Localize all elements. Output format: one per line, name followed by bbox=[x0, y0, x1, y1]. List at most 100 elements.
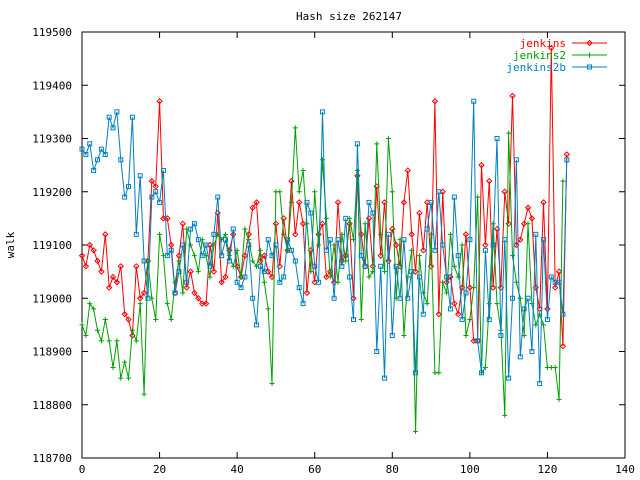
data-point bbox=[435, 311, 443, 318]
data-point bbox=[455, 253, 461, 259]
data-point bbox=[451, 300, 458, 307]
data-point bbox=[424, 226, 430, 232]
x-tick-label: 140 bbox=[615, 463, 635, 476]
data-point bbox=[300, 167, 306, 173]
data-point bbox=[405, 295, 411, 301]
data-point bbox=[486, 177, 493, 185]
x-tick-label: 60 bbox=[308, 463, 321, 476]
data-point bbox=[533, 231, 539, 237]
data-point bbox=[409, 247, 415, 253]
data-point bbox=[382, 269, 388, 275]
data-point bbox=[556, 279, 562, 285]
data-point bbox=[277, 279, 283, 285]
data-point bbox=[339, 231, 345, 237]
y-tick-label: 119500 bbox=[32, 26, 72, 39]
y-tick-label: 119300 bbox=[32, 133, 72, 146]
data-point bbox=[525, 221, 531, 227]
data-point bbox=[292, 125, 298, 131]
data-point bbox=[126, 183, 132, 189]
data-point bbox=[157, 231, 163, 237]
chart-title: Hash size 262147 bbox=[296, 10, 402, 23]
x-tick-label: 120 bbox=[537, 463, 557, 476]
data-point bbox=[365, 215, 373, 222]
data-point bbox=[323, 215, 329, 221]
data-point bbox=[482, 364, 488, 370]
data-point bbox=[455, 311, 462, 318]
data-point bbox=[152, 183, 159, 190]
data-point bbox=[133, 263, 140, 270]
data-point bbox=[242, 274, 248, 280]
data-point bbox=[482, 247, 488, 253]
data-point bbox=[541, 322, 547, 328]
data-point bbox=[195, 295, 202, 302]
data-point bbox=[133, 338, 139, 344]
data-point bbox=[316, 279, 322, 285]
data-point bbox=[230, 231, 237, 238]
data-point bbox=[490, 221, 496, 227]
data-point bbox=[156, 98, 163, 105]
data-point bbox=[300, 301, 306, 307]
data-point bbox=[335, 279, 341, 285]
data-point bbox=[102, 231, 109, 238]
data-point bbox=[366, 274, 372, 280]
data-point bbox=[498, 333, 504, 339]
data-point bbox=[269, 380, 275, 386]
data-point bbox=[83, 151, 89, 157]
data-point bbox=[265, 237, 271, 243]
data-point bbox=[125, 316, 132, 323]
data-point bbox=[354, 141, 360, 147]
data-point bbox=[118, 157, 124, 163]
data-point bbox=[555, 268, 563, 275]
data-point bbox=[358, 231, 365, 238]
data-point bbox=[207, 274, 213, 280]
data-point bbox=[133, 231, 139, 237]
data-point bbox=[86, 241, 93, 249]
data-point bbox=[537, 380, 543, 386]
data-point bbox=[245, 231, 252, 238]
data-point bbox=[319, 220, 326, 227]
data-point bbox=[257, 247, 263, 253]
data-point bbox=[285, 237, 291, 243]
data-point bbox=[524, 204, 532, 211]
data-point bbox=[330, 279, 338, 286]
data-point bbox=[83, 333, 89, 339]
data-point bbox=[238, 285, 244, 291]
data-point bbox=[447, 231, 453, 237]
data-point bbox=[382, 375, 388, 381]
data-point bbox=[199, 253, 205, 259]
data-point bbox=[106, 114, 112, 120]
data-point bbox=[257, 263, 263, 269]
y-tick-label: 119000 bbox=[32, 292, 72, 305]
legend-label: jenkins bbox=[520, 37, 566, 50]
data-point bbox=[548, 44, 555, 52]
data-point bbox=[475, 338, 481, 344]
data-point bbox=[176, 269, 182, 275]
plot-area bbox=[78, 44, 571, 434]
data-point bbox=[95, 327, 101, 333]
data-point bbox=[308, 210, 314, 216]
data-point bbox=[400, 199, 408, 206]
data-point bbox=[215, 194, 221, 200]
data-point bbox=[494, 301, 500, 307]
data-point bbox=[249, 204, 256, 211]
data-point bbox=[374, 141, 380, 147]
data-point bbox=[529, 349, 535, 354]
data-point bbox=[559, 342, 567, 350]
data-point bbox=[502, 412, 508, 418]
data-point bbox=[343, 258, 349, 264]
data-point bbox=[164, 253, 170, 259]
data-point bbox=[141, 391, 147, 397]
data-point bbox=[95, 157, 101, 163]
data-point bbox=[362, 221, 368, 227]
data-point bbox=[98, 146, 104, 152]
data-point bbox=[191, 221, 197, 227]
data-point bbox=[517, 354, 523, 360]
data-point bbox=[117, 263, 124, 270]
data-point bbox=[195, 237, 201, 243]
data-point bbox=[91, 167, 97, 173]
data-point bbox=[242, 226, 248, 232]
data-point bbox=[140, 289, 148, 297]
data-point bbox=[471, 98, 477, 104]
data-point bbox=[494, 136, 500, 141]
data-point bbox=[544, 317, 550, 323]
